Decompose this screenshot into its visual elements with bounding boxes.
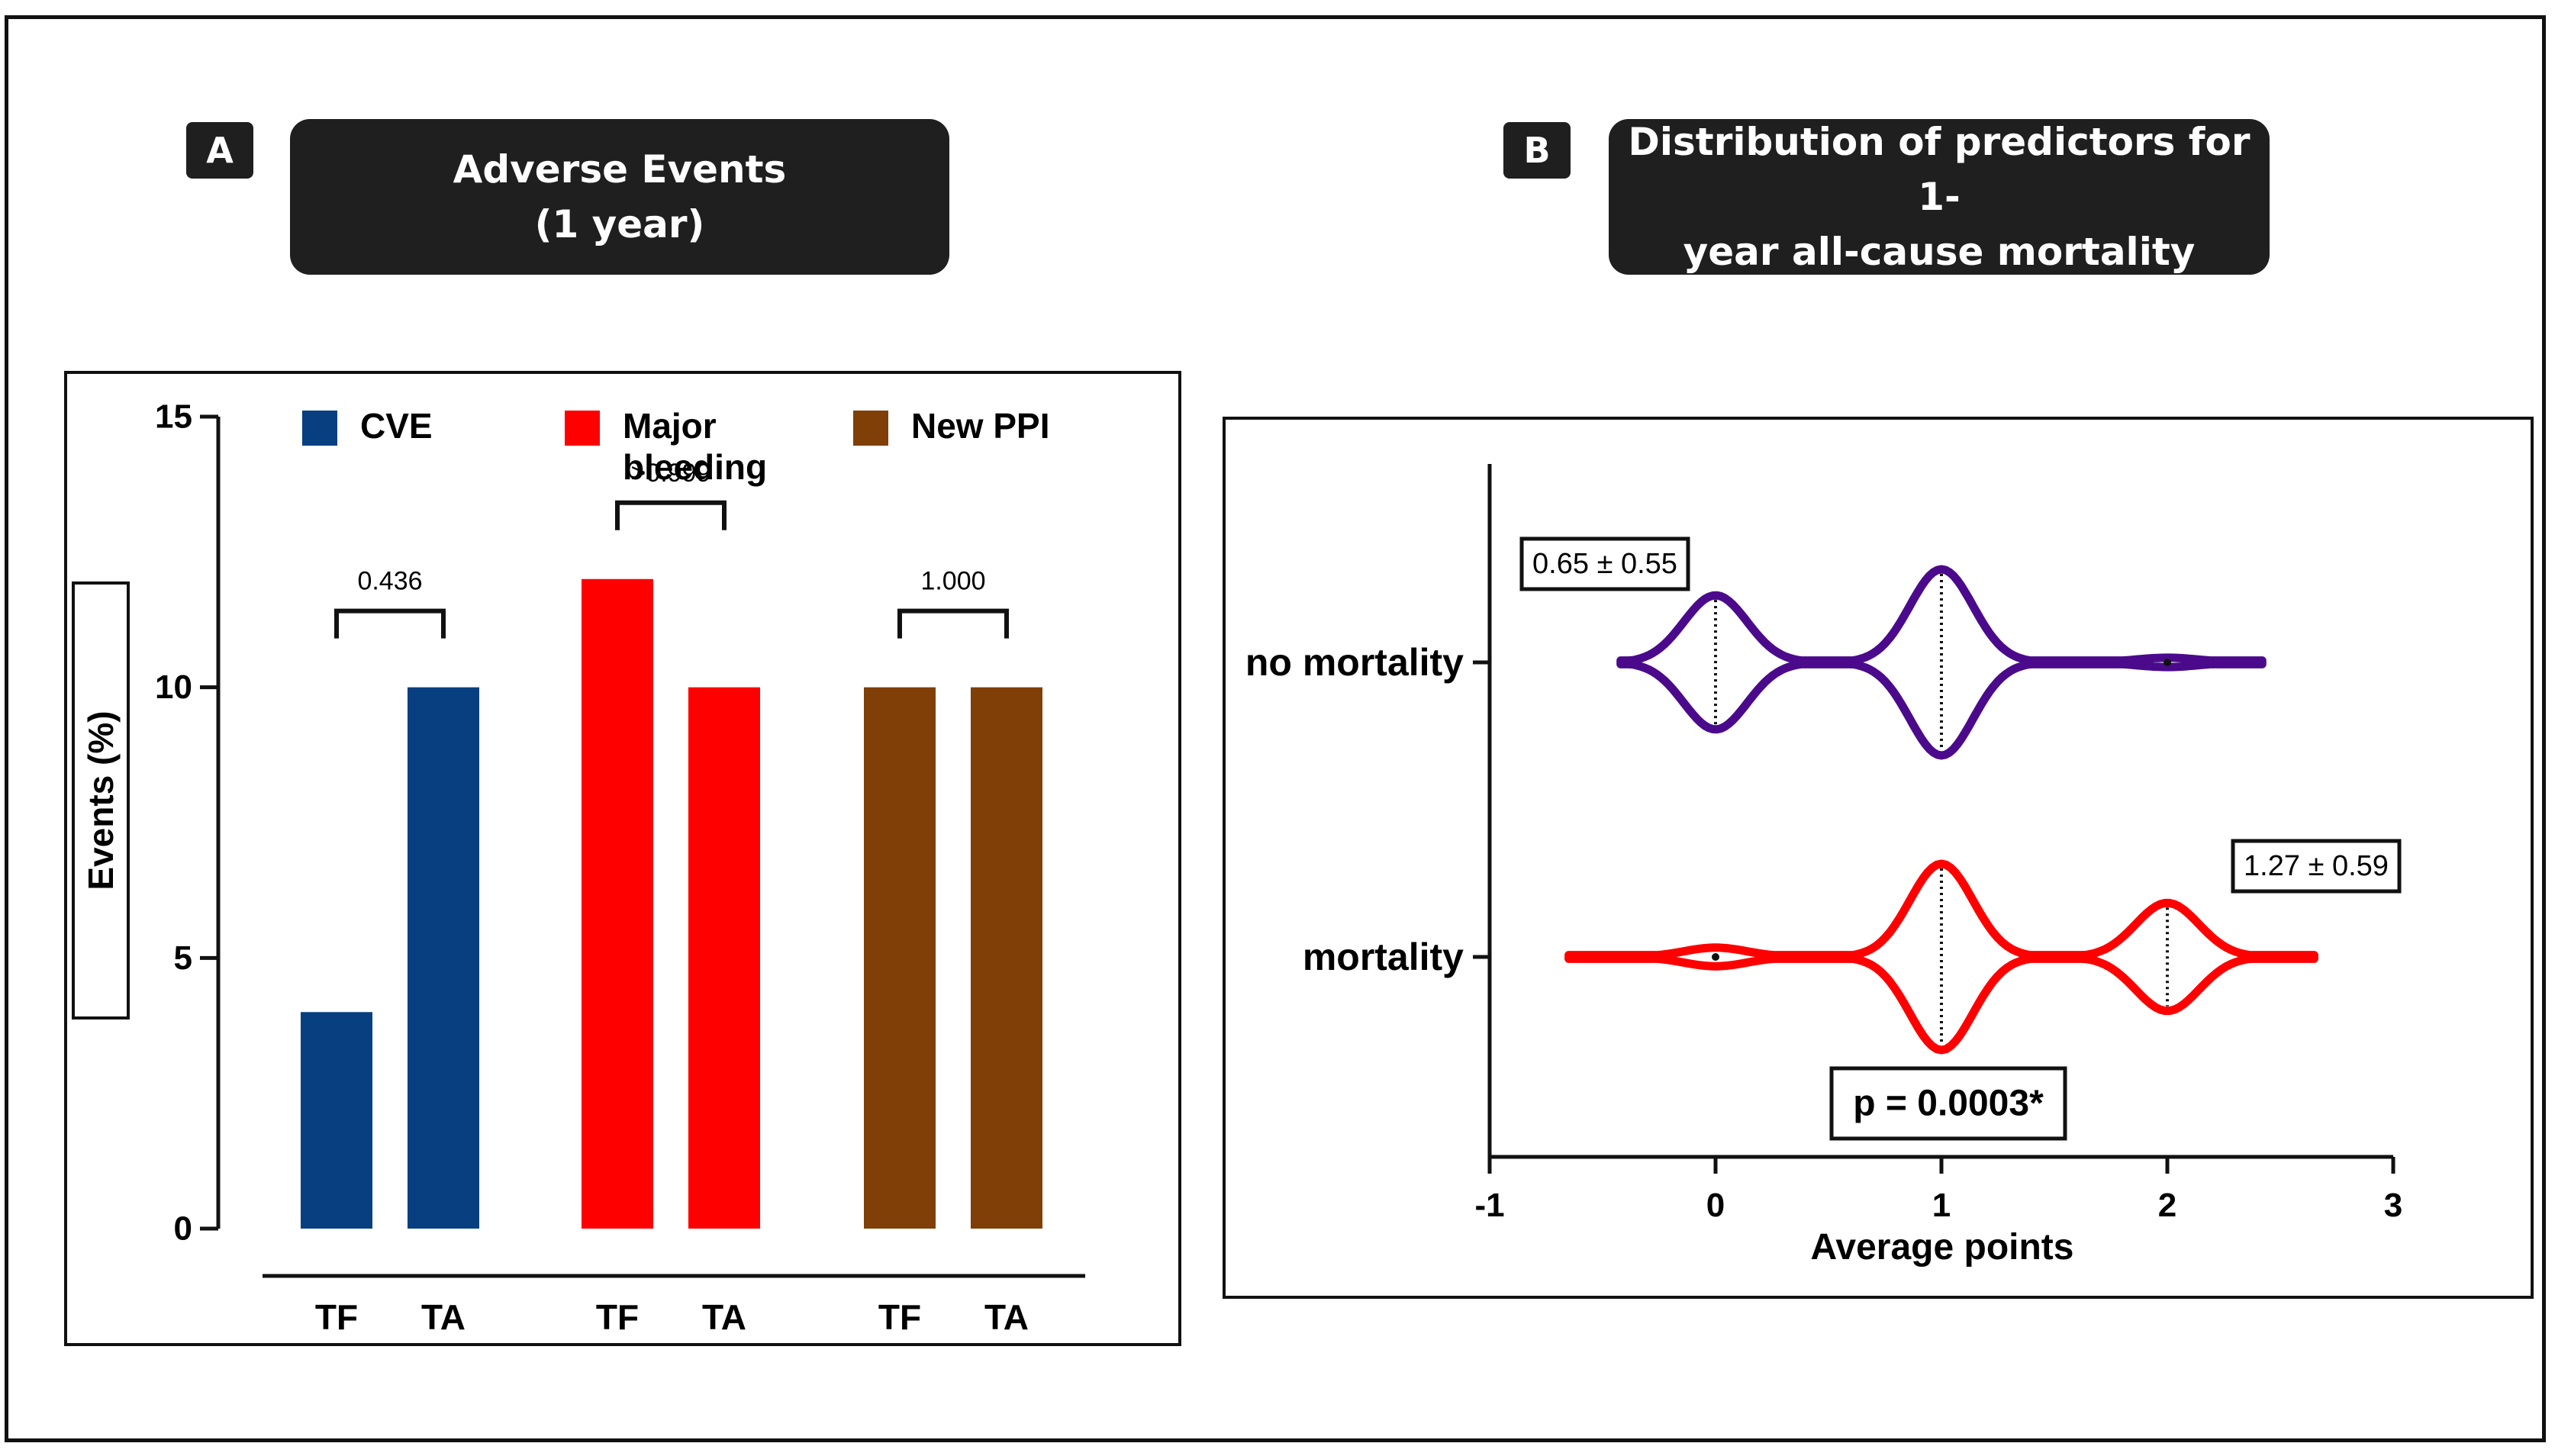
y-tick-label: 0 — [174, 1210, 192, 1248]
chart-a-border — [64, 371, 1181, 1346]
x-axis-label: Average points — [1811, 1227, 2074, 1268]
y-axis-label-box — [72, 581, 130, 1020]
chart-b-border — [1223, 417, 2534, 1299]
bar-ta — [408, 687, 479, 1229]
x-tick-label: TA — [421, 1297, 466, 1337]
panel-a-title: Adverse Events (1 year) — [290, 119, 949, 275]
stats-annotation: 0.65 ± 0.55 — [1532, 548, 1677, 580]
bar-tf — [301, 1012, 372, 1229]
significance-bracket — [334, 608, 446, 639]
y-axis-label: Events (%) — [81, 710, 121, 890]
significance-bracket — [615, 500, 727, 530]
legend-label: Major — [623, 406, 717, 446]
legend-swatch — [565, 411, 600, 446]
x-tick-label: -1 — [1474, 1187, 1504, 1224]
p-value-label: p = 0.0003* — [1853, 1084, 2044, 1124]
y-tick-label: 10 — [155, 668, 192, 706]
y-tick-label: 5 — [174, 939, 192, 977]
panel-b-title-line2: year all-cause mortality — [1683, 230, 2196, 274]
x-tick-label: TF — [315, 1297, 358, 1337]
stats-annotation-box — [2231, 839, 2402, 894]
violin-shape — [1616, 565, 2267, 760]
x-tick-label: 1 — [1932, 1187, 1951, 1224]
bar-tf — [582, 578, 653, 1229]
legend-label: bleeding — [623, 447, 767, 487]
bar-ta — [971, 687, 1042, 1229]
stats-annotation-box — [1519, 536, 1690, 591]
category-label: mortality — [1303, 936, 1464, 978]
panel-a-title-line2: (1 year) — [534, 202, 705, 246]
stats-annotation: 1.27 ± 0.59 — [2244, 850, 2389, 882]
p-value-box — [1829, 1066, 2067, 1141]
panel-b-title: Distribution of predictors for 1- year a… — [1609, 119, 2270, 275]
data-point — [1712, 953, 1719, 961]
x-tick-label: TA — [984, 1297, 1029, 1337]
panel-b-letter: B — [1503, 122, 1571, 179]
x-tick-label: 0 — [1706, 1187, 1725, 1224]
y-tick-label: 15 — [155, 398, 192, 436]
panel-a-letter: A — [186, 122, 253, 179]
significance-bracket — [897, 608, 1009, 639]
x-tick-label: 3 — [2384, 1187, 2402, 1224]
legend-swatch — [853, 411, 888, 446]
data-point — [2164, 659, 2171, 666]
x-tick-label: TF — [878, 1297, 921, 1337]
legend-label: New PPI — [911, 406, 1050, 446]
x-tick-label: 2 — [2158, 1187, 2176, 1224]
x-tick-label: TA — [702, 1297, 746, 1337]
p-value-annotation: 0.436 — [357, 567, 422, 596]
p-value-annotation: >0.999 — [631, 459, 711, 488]
panel-a-title-line1: Adverse Events — [453, 147, 787, 192]
legend-swatch — [302, 411, 337, 446]
bar-tf — [864, 687, 936, 1229]
x-tick-label: TF — [596, 1297, 639, 1337]
legend-label: CVE — [360, 406, 433, 446]
p-value-annotation: 1.000 — [920, 567, 985, 596]
panel-b-title-line1: Distribution of predictors for 1- — [1628, 120, 2251, 219]
violin-shape — [1564, 859, 2318, 1055]
figure-frame — [5, 15, 2546, 1442]
category-label: no mortality — [1245, 641, 1464, 684]
bar-ta — [688, 687, 760, 1229]
